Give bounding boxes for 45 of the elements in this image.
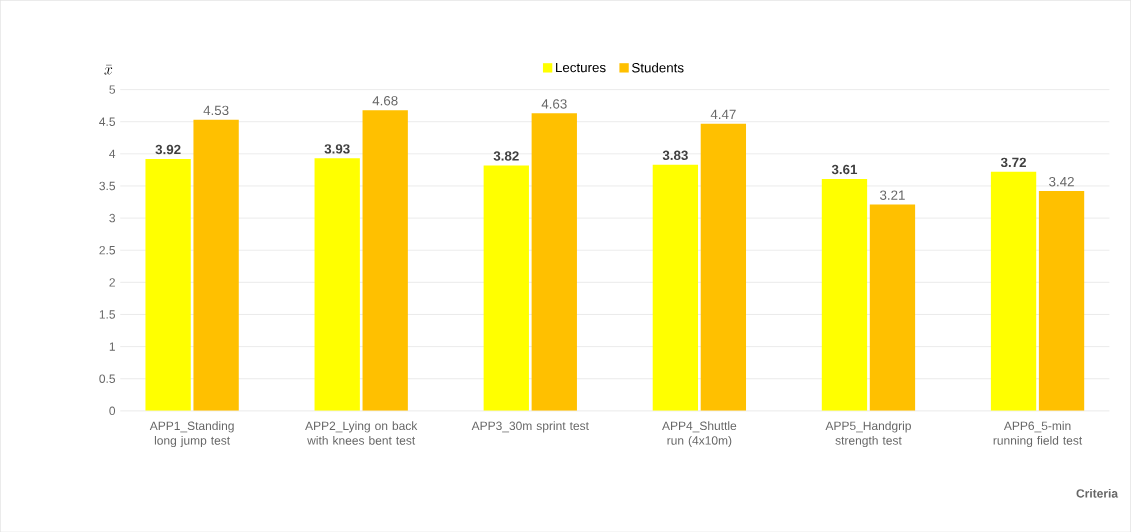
data-label: 3.82 bbox=[493, 151, 519, 161]
y-axis-title: $\bar{x}$ bbox=[104, 64, 113, 75]
y-tick-label: 2.5 bbox=[99, 245, 116, 255]
y-tick-label: 3 bbox=[109, 213, 116, 223]
data-label: 3.72 bbox=[1000, 157, 1026, 167]
data-label: 4.53 bbox=[203, 105, 229, 115]
legend-label: Students bbox=[632, 62, 684, 73]
bar bbox=[700, 123, 747, 411]
data-label: 3.61 bbox=[831, 164, 858, 174]
x-tick-label: APP3_30m sprint test bbox=[471, 421, 589, 433]
data-label: 4.68 bbox=[372, 95, 398, 106]
y-tick-label: 0.5 bbox=[99, 374, 116, 383]
bar bbox=[314, 158, 360, 411]
y-tick-label: 1 bbox=[109, 342, 115, 351]
bar bbox=[821, 178, 868, 411]
x-tick-label: APP4_Shuttle run (4x10m) bbox=[662, 421, 737, 447]
bar bbox=[483, 165, 529, 411]
y-tick-label: 4 bbox=[109, 149, 116, 158]
y-tick-label: 3.5 bbox=[99, 181, 116, 190]
x-axis-title: Criteria bbox=[1076, 488, 1119, 498]
x-tick-label: APP2_Lying on back with knees bent test bbox=[305, 421, 418, 445]
data-label: 3.83 bbox=[662, 150, 688, 160]
y-tick-label: 4.5 bbox=[99, 117, 116, 126]
data-label: 3.42 bbox=[1049, 176, 1074, 187]
bar bbox=[193, 119, 239, 411]
bar bbox=[869, 204, 916, 411]
data-label: 4.63 bbox=[541, 99, 567, 109]
bar bbox=[531, 113, 577, 411]
data-label: 3.21 bbox=[879, 190, 905, 200]
bar bbox=[652, 164, 699, 411]
bar bbox=[145, 158, 191, 411]
data-label: 4.47 bbox=[710, 109, 736, 119]
x-tick-label: APP1_Standing long jump test bbox=[149, 421, 234, 447]
y-tick-label: 1.5 bbox=[99, 310, 116, 319]
y-tick-label: 5 bbox=[109, 85, 116, 94]
bar bbox=[990, 171, 1037, 411]
x-tick-label: APP5_Handgrip strength test bbox=[825, 421, 911, 447]
y-tick-label: 2 bbox=[109, 277, 115, 287]
bar bbox=[362, 109, 408, 411]
data-label: 3.92 bbox=[155, 144, 181, 155]
bar bbox=[1038, 190, 1085, 411]
x-tick-label: APP6_5-min running field test bbox=[993, 421, 1083, 447]
data-label: 3.93 bbox=[324, 143, 350, 154]
legend-label: Lectures bbox=[556, 62, 606, 73]
y-tick-label: 0 bbox=[109, 406, 116, 415]
